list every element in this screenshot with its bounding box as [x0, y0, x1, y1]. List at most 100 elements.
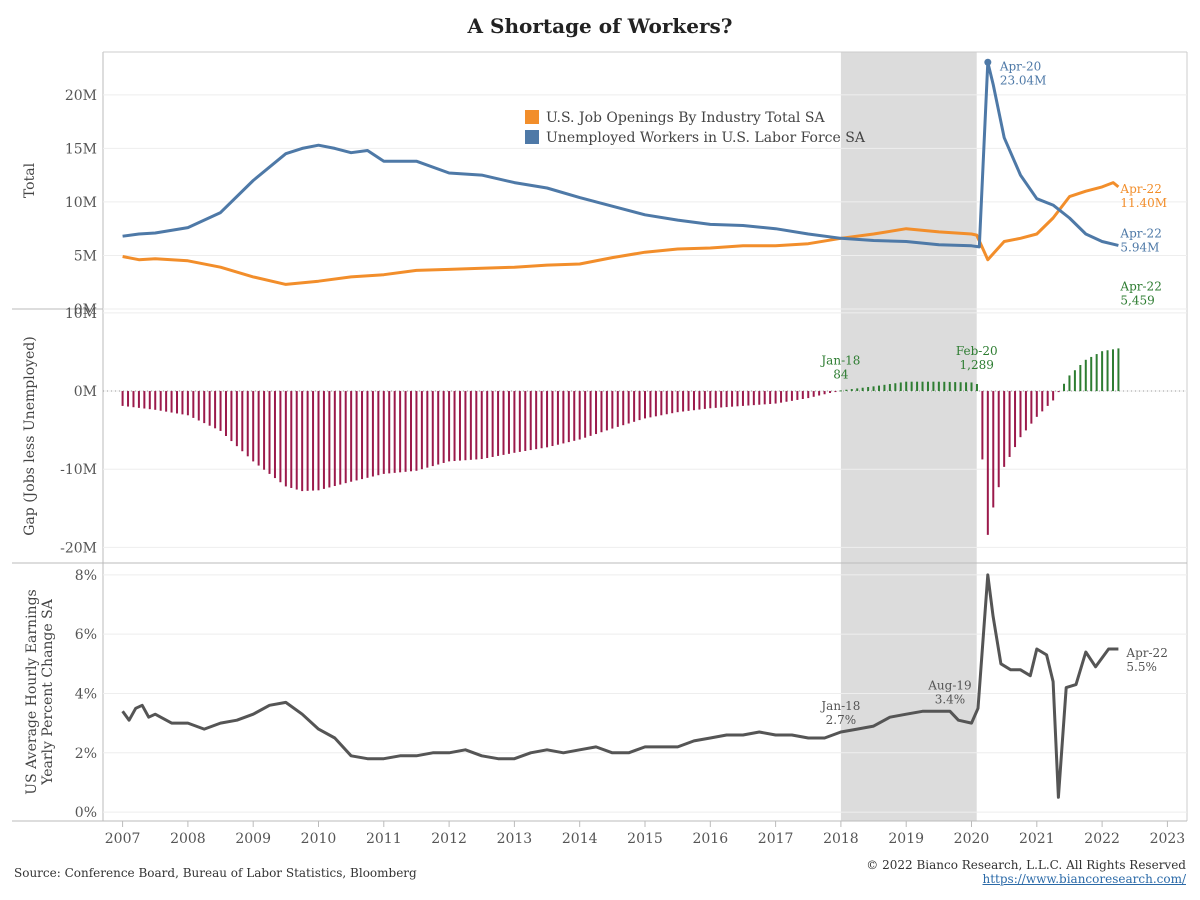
gap-bar	[186, 391, 189, 416]
gap-bar	[1073, 370, 1076, 392]
y-tick-label: -10M	[60, 462, 97, 478]
gap-bar	[1111, 349, 1114, 392]
gap-bar	[567, 391, 570, 443]
gap-bar	[301, 391, 304, 492]
gap-bar	[235, 391, 238, 447]
gap-bar	[633, 391, 636, 422]
website-link[interactable]: https://www.biancoresearch.com/	[982, 872, 1186, 886]
gap-bar	[1008, 391, 1011, 457]
gap-bar	[127, 391, 130, 407]
x-tick-label: 2016	[692, 831, 728, 847]
gap-bar	[159, 391, 162, 411]
gap-bar	[595, 391, 598, 435]
x-tick-label: 2019	[888, 831, 924, 847]
gap-bar	[731, 391, 734, 407]
gap-bar	[910, 381, 913, 392]
gap-bar	[241, 391, 244, 452]
gap-bar	[333, 391, 336, 487]
gap-bar	[970, 382, 973, 392]
gap-bar	[361, 391, 364, 480]
gap-bar	[682, 391, 685, 412]
gap-bar	[486, 391, 489, 459]
y-tick-label: 0M	[74, 384, 97, 400]
gap-bar	[758, 391, 761, 405]
gap-bar	[747, 391, 750, 406]
gap-bar	[535, 391, 538, 450]
gap-bar	[932, 381, 935, 392]
legend-label: Unemployed Workers in U.S. Labor Force S…	[546, 130, 866, 146]
gap-bar	[1014, 391, 1017, 448]
gap-bar	[622, 391, 625, 426]
gap-bar	[148, 391, 151, 410]
annotation-value: 23.04M	[1000, 73, 1047, 87]
gap-bar	[665, 391, 668, 415]
gap-bar	[1106, 350, 1109, 392]
gap-bar	[437, 391, 440, 465]
gap-bar	[763, 391, 766, 405]
x-tick-label: 2009	[235, 831, 271, 847]
gap-bar	[1019, 391, 1022, 438]
gap-bar	[839, 390, 842, 392]
gap-bar	[339, 391, 342, 485]
gap-bar	[295, 391, 298, 490]
y-tick-label: -20M	[60, 540, 97, 556]
chart-title: A Shortage of Workers?	[467, 14, 733, 38]
gap-bar	[1095, 354, 1098, 392]
gap-bar	[410, 391, 413, 472]
gap-bar	[1063, 383, 1066, 392]
gap-bar	[877, 385, 880, 392]
gap-bar	[556, 391, 559, 445]
gap-bar	[540, 391, 543, 449]
gap-bar	[268, 391, 271, 474]
y-tick-label: 2%	[75, 746, 97, 762]
gap-bar	[1024, 391, 1027, 431]
gap-bar	[143, 391, 146, 409]
gap-bar	[371, 391, 374, 477]
gap-bar	[861, 387, 864, 392]
gap-bar	[214, 391, 217, 429]
gap-bar	[1068, 375, 1071, 392]
gap-bar	[883, 384, 886, 392]
gap-bar	[546, 391, 549, 448]
x-tick-label: 2021	[1019, 831, 1055, 847]
gap-bar	[219, 391, 222, 431]
gap-bar	[366, 391, 369, 478]
gap-bar	[192, 391, 195, 418]
gap-bar	[273, 391, 276, 479]
y-tick-label: 0%	[75, 805, 97, 821]
y-axis-label: Yearly Percent Change SA	[40, 598, 56, 786]
gap-bar	[725, 391, 728, 408]
gap-bar	[611, 391, 614, 429]
gap-bar	[170, 391, 173, 413]
gap-bar	[388, 391, 391, 474]
gap-bar	[469, 391, 472, 460]
annotation-label: Apr-22	[1125, 646, 1167, 660]
gap-bar	[796, 391, 799, 400]
gap-bar	[856, 388, 859, 392]
shaded-region	[840, 52, 977, 821]
gap-bar	[350, 391, 353, 482]
series-line	[122, 181, 1120, 286]
gap-bar	[780, 391, 783, 403]
series-line	[121, 573, 1119, 799]
gap-bar	[312, 391, 315, 491]
gap-bar	[317, 391, 320, 491]
gap-bar	[448, 391, 451, 462]
gap-bar	[203, 391, 206, 424]
gap-bar	[649, 391, 652, 418]
gap-bar	[807, 391, 810, 399]
gap-bar	[393, 391, 396, 473]
annotation-value: 2.7%	[826, 713, 857, 727]
copyright-text: © 2022 Bianco Research, L.L.C. All Right…	[866, 858, 1186, 872]
gap-bar	[1052, 391, 1055, 401]
gap-bar	[872, 386, 875, 392]
y-axis-label: Gap (Jobs less Unemployed)	[22, 336, 38, 536]
gap-bar	[948, 381, 951, 392]
y-tick-label: 4%	[75, 686, 97, 702]
gap-bar	[627, 391, 630, 424]
annotation-label: Jan-18	[819, 353, 860, 367]
y-tick-label: 15M	[65, 141, 97, 157]
y-axis-label: US Average Hourly Earnings	[24, 589, 40, 794]
gap-bar	[975, 384, 978, 392]
